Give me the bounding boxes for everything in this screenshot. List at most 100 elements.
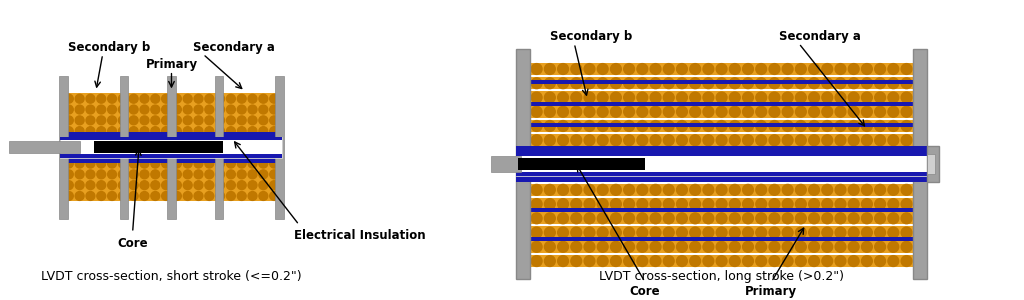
Bar xyxy=(60,136,283,158)
Circle shape xyxy=(97,105,105,114)
Circle shape xyxy=(861,92,872,103)
Circle shape xyxy=(664,106,674,117)
Bar xyxy=(927,146,939,182)
Circle shape xyxy=(874,256,886,266)
Circle shape xyxy=(65,105,74,114)
Circle shape xyxy=(901,64,912,74)
Circle shape xyxy=(782,78,793,89)
Circle shape xyxy=(822,184,833,195)
Circle shape xyxy=(570,184,582,195)
Circle shape xyxy=(888,78,899,89)
Circle shape xyxy=(259,127,267,136)
Circle shape xyxy=(861,227,872,238)
Circle shape xyxy=(742,256,754,266)
Circle shape xyxy=(702,78,714,89)
Circle shape xyxy=(172,127,181,136)
Circle shape xyxy=(610,184,622,195)
Circle shape xyxy=(597,78,608,89)
Circle shape xyxy=(129,105,138,114)
Circle shape xyxy=(677,256,687,266)
Circle shape xyxy=(650,242,660,252)
Circle shape xyxy=(809,121,819,131)
Circle shape xyxy=(65,94,74,103)
Circle shape xyxy=(259,116,267,125)
Circle shape xyxy=(650,184,660,195)
Circle shape xyxy=(624,64,635,74)
Circle shape xyxy=(205,94,214,103)
Circle shape xyxy=(809,92,819,103)
Circle shape xyxy=(637,78,648,89)
Circle shape xyxy=(129,170,138,179)
Bar xyxy=(530,120,913,132)
Circle shape xyxy=(624,242,635,252)
Circle shape xyxy=(742,227,754,238)
Bar xyxy=(60,154,283,158)
Circle shape xyxy=(129,94,138,103)
Circle shape xyxy=(769,227,780,238)
Bar xyxy=(93,142,223,153)
Circle shape xyxy=(716,78,727,89)
Circle shape xyxy=(226,170,236,179)
Circle shape xyxy=(205,116,214,125)
Circle shape xyxy=(226,148,236,157)
Circle shape xyxy=(874,106,886,117)
Circle shape xyxy=(531,256,542,266)
Circle shape xyxy=(162,116,171,125)
Circle shape xyxy=(216,94,224,103)
Circle shape xyxy=(86,170,95,179)
Circle shape xyxy=(119,116,127,125)
Circle shape xyxy=(216,148,224,157)
Circle shape xyxy=(756,213,767,224)
Bar xyxy=(518,158,645,170)
Circle shape xyxy=(769,213,780,224)
Circle shape xyxy=(86,148,95,157)
Circle shape xyxy=(531,78,542,89)
Circle shape xyxy=(570,135,582,146)
Circle shape xyxy=(65,181,74,190)
Circle shape xyxy=(637,213,648,224)
Circle shape xyxy=(782,106,793,117)
Circle shape xyxy=(729,227,740,238)
Circle shape xyxy=(690,78,700,89)
Circle shape xyxy=(183,94,193,103)
Circle shape xyxy=(809,227,819,238)
Circle shape xyxy=(597,242,608,252)
Circle shape xyxy=(226,181,236,190)
Circle shape xyxy=(216,170,224,179)
Circle shape xyxy=(637,227,648,238)
Circle shape xyxy=(650,64,660,74)
Circle shape xyxy=(597,135,608,146)
Circle shape xyxy=(162,94,171,103)
Circle shape xyxy=(836,199,846,209)
Circle shape xyxy=(140,159,148,168)
Circle shape xyxy=(216,192,224,200)
Circle shape xyxy=(861,242,872,252)
Circle shape xyxy=(248,116,257,125)
Circle shape xyxy=(822,92,833,103)
Circle shape xyxy=(97,137,105,146)
Circle shape xyxy=(269,105,279,114)
Circle shape xyxy=(584,64,595,74)
Circle shape xyxy=(195,127,203,136)
Circle shape xyxy=(248,94,257,103)
Circle shape xyxy=(796,256,806,266)
Circle shape xyxy=(610,199,622,209)
Circle shape xyxy=(97,148,105,157)
Circle shape xyxy=(702,199,714,209)
Circle shape xyxy=(65,192,74,200)
Circle shape xyxy=(545,106,555,117)
Circle shape xyxy=(151,192,160,200)
Bar xyxy=(530,61,913,146)
Circle shape xyxy=(742,199,754,209)
Circle shape xyxy=(822,78,833,89)
Circle shape xyxy=(861,106,872,117)
Circle shape xyxy=(796,106,806,117)
Circle shape xyxy=(269,148,279,157)
Circle shape xyxy=(108,159,117,168)
Circle shape xyxy=(809,213,819,224)
Text: LVDT cross-section, short stroke (<=0.2"): LVDT cross-section, short stroke (<=0.2"… xyxy=(41,270,302,283)
Circle shape xyxy=(888,106,899,117)
Circle shape xyxy=(888,64,899,74)
Circle shape xyxy=(108,148,117,157)
Circle shape xyxy=(162,159,171,168)
